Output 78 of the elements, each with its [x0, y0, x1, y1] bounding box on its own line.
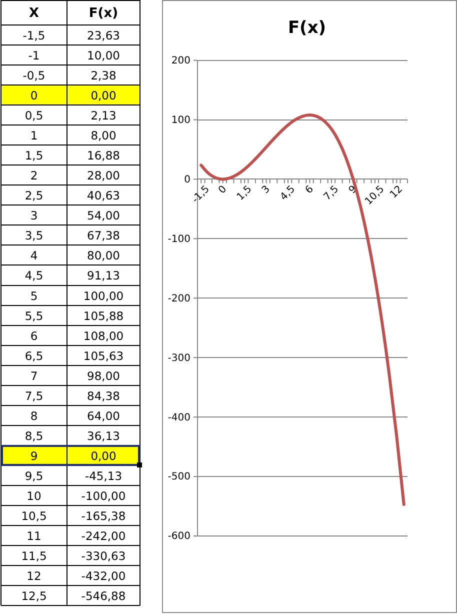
text: 11,5: [21, 549, 47, 564]
text: 9: [30, 448, 38, 463]
text: X: [28, 6, 40, 21]
y-tick-label: 200: [171, 56, 190, 66]
text: 11: [26, 529, 42, 543]
text: -0,5: [22, 68, 46, 83]
text: 8,00: [90, 128, 116, 143]
text: 9,5: [24, 468, 44, 483]
text: 23,63: [87, 28, 120, 42]
text: 10,00: [87, 48, 120, 63]
text: 100,00: [83, 288, 124, 303]
text: 91,13: [87, 268, 120, 283]
text: 1: [30, 128, 38, 143]
y-tick-label: -600: [168, 531, 190, 542]
text: 2: [30, 168, 38, 183]
text: 28,00: [87, 168, 120, 183]
text: 80,00: [87, 248, 120, 263]
text: 2,38: [90, 68, 116, 83]
y-tick-label: 0: [184, 174, 190, 186]
text: 4,5: [24, 268, 44, 283]
y-tick-label: -500: [168, 472, 190, 483]
text: -242,00: [81, 529, 126, 543]
y-tick-label: -300: [168, 352, 190, 364]
x-tick-label: 0: [216, 184, 229, 196]
text: 40,63: [87, 188, 120, 203]
x-tick-label: 4,5: [278, 184, 298, 203]
text: 7,5: [24, 388, 44, 403]
text: -100,00: [81, 488, 126, 503]
text: -432,00: [81, 569, 126, 584]
text: 7: [30, 368, 38, 383]
text: 16,88: [87, 148, 120, 163]
text: 2,13: [90, 108, 116, 123]
text: F(x): [88, 6, 118, 21]
text: 36,13: [87, 428, 120, 443]
text: 108,00: [83, 328, 124, 343]
text: 0,00: [90, 448, 116, 463]
text: 10,5: [21, 508, 47, 523]
text: -165,38: [81, 508, 126, 523]
text: 5: [30, 288, 38, 303]
text: 12: [26, 569, 42, 584]
text: 0,00: [90, 88, 116, 103]
text: 3: [30, 208, 38, 223]
text: -1: [28, 48, 40, 63]
text: 8,5: [24, 428, 44, 443]
text: 4: [30, 248, 38, 263]
text: 10: [26, 488, 42, 503]
chart-title: F(x): [288, 18, 326, 38]
text: 105,88: [83, 308, 124, 323]
text: 0: [30, 88, 38, 103]
x-tick-label: 7,5: [322, 184, 341, 203]
x-tick-label: 3: [260, 184, 272, 196]
text: -45,13: [84, 468, 122, 483]
text: -1,5: [22, 28, 46, 42]
text: 67,38: [87, 228, 120, 243]
text: 3,5: [24, 228, 44, 243]
text: 2,5: [24, 188, 44, 203]
text: 12,5: [21, 589, 47, 604]
y-tick-label: -400: [168, 412, 190, 424]
x-tick-label: 12: [388, 184, 406, 201]
text: 98,00: [87, 368, 120, 383]
x-tick-label: -1,5: [190, 184, 212, 206]
x-tick-label: 6: [304, 184, 316, 196]
text: 54,00: [87, 208, 120, 223]
y-tick-label: -100: [168, 234, 190, 245]
text: 5,5: [24, 308, 44, 323]
text: 105,63: [83, 348, 124, 363]
text: 84,38: [87, 388, 120, 403]
text: 64,00: [87, 408, 120, 423]
text: 6: [30, 328, 38, 343]
x-tick-label: 1,5: [235, 184, 254, 203]
text: -330,63: [81, 549, 126, 564]
text: -546,88: [81, 589, 126, 604]
text: 8: [30, 408, 38, 423]
y-tick-label: -200: [168, 293, 190, 304]
text: 6,5: [24, 348, 44, 363]
text: 0,5: [24, 108, 44, 123]
text: 1,5: [24, 148, 44, 163]
y-tick-label: 100: [171, 114, 190, 126]
